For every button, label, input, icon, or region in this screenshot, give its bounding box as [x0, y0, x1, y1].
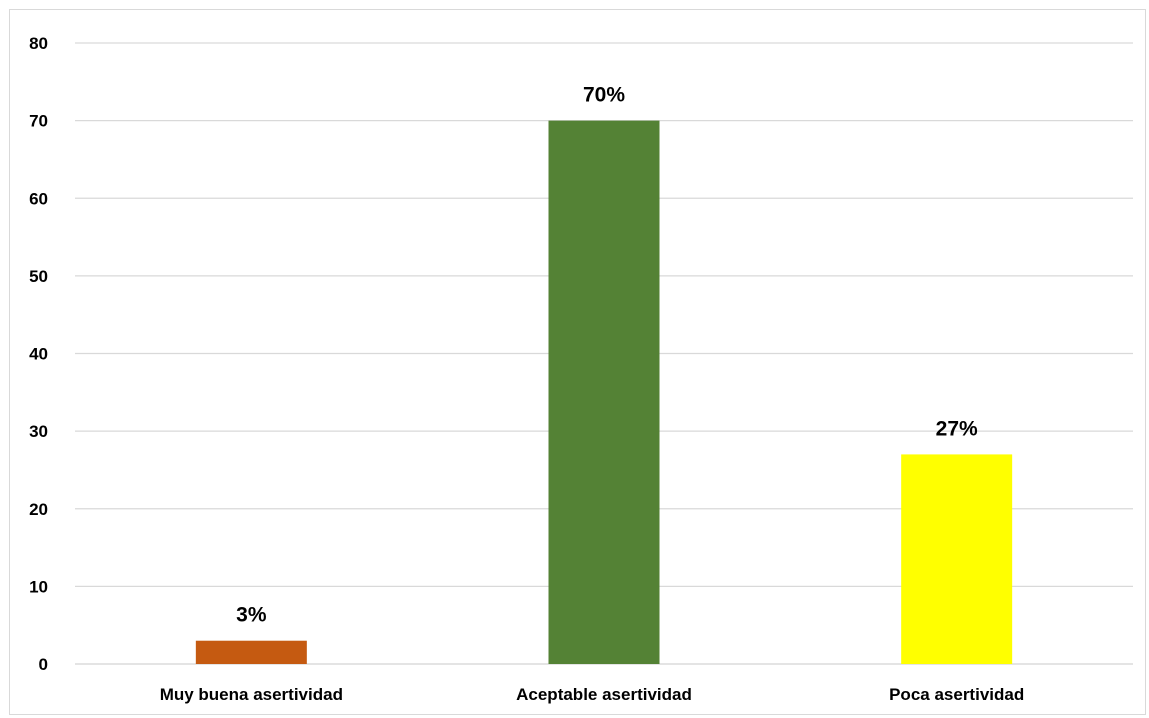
y-tick-label: 50: [29, 267, 48, 286]
y-tick-label: 20: [29, 500, 48, 519]
y-tick-label: 60: [29, 189, 48, 208]
data-labels: 3% 70% 27%: [236, 84, 978, 627]
data-label: 27%: [936, 417, 978, 440]
x-category-label: Muy buena asertividad: [160, 685, 343, 704]
bars: [195, 120, 1013, 664]
y-tick-label: 40: [29, 345, 48, 364]
data-label: 70%: [583, 84, 625, 107]
x-category-label: Aceptable asertividad: [516, 685, 692, 704]
x-axis-categories: Muy buena asertividad Aceptable asertivid…: [160, 685, 1025, 704]
y-tick-label: 30: [29, 422, 48, 441]
bar-3: [901, 454, 1013, 664]
data-label: 3%: [236, 604, 267, 627]
bar-1: [195, 640, 307, 664]
y-tick-label: 80: [29, 34, 48, 53]
y-tick-label: 0: [39, 655, 48, 674]
x-category-label: Poca asertividad: [889, 685, 1024, 704]
y-tick-label: 70: [29, 112, 48, 131]
bar-2: [548, 120, 660, 664]
y-axis-ticks: 0 10 20 30 40 50 60 70 80: [29, 34, 48, 674]
y-tick-label: 10: [29, 577, 48, 596]
